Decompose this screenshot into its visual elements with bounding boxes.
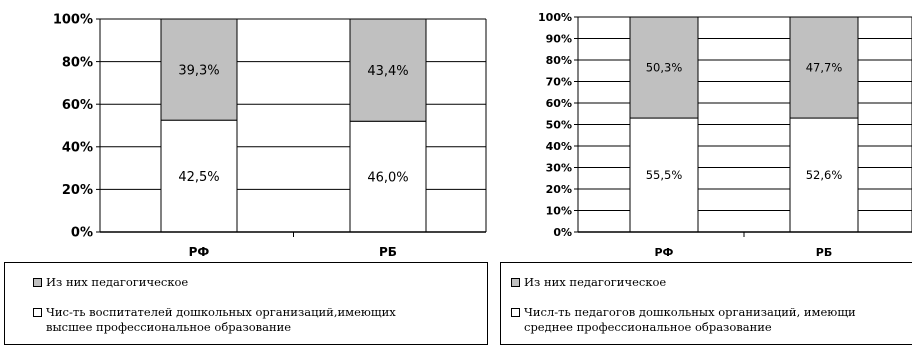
data-label: 55,5% xyxy=(646,168,683,182)
y-tick-label: 40% xyxy=(62,140,93,155)
legend-item-total: Чис-ть воспитателей дошкольных организац… xyxy=(33,305,487,335)
legend-swatch-total xyxy=(33,308,42,317)
legend-label-total: Числ-ть педагогов дошкольных организаций… xyxy=(524,305,856,334)
data-label: 46,0% xyxy=(367,170,408,185)
x-tick-label: РФ xyxy=(655,246,674,259)
legend-swatch-ped xyxy=(511,278,520,287)
legend-label-ped: Из них педагогическое xyxy=(46,275,189,289)
data-label: 50,3% xyxy=(646,61,683,75)
legend-item-ped: Из них педагогическое xyxy=(511,275,912,290)
y-tick-label: 80% xyxy=(546,54,572,67)
x-tick-label: РФ xyxy=(189,245,210,259)
y-tick-label: 30% xyxy=(546,161,572,174)
legend-label-total: Чис-ть воспитателей дошкольных организац… xyxy=(46,305,396,334)
bar-segment-total xyxy=(629,117,699,233)
legend-item-ped: Из них педагогическое xyxy=(33,275,487,290)
legend-swatch-ped xyxy=(33,278,42,287)
legend-swatch-total xyxy=(511,308,520,317)
y-tick-label: 20% xyxy=(546,183,572,196)
bar-segment-ped xyxy=(789,16,859,119)
x-tick-label: РБ xyxy=(816,246,832,259)
data-label: 42,5% xyxy=(178,170,219,185)
bar-segment-total xyxy=(160,119,238,233)
legend-left: Из них педагогическое Чис-ть воспитателе… xyxy=(4,262,488,345)
bar-segment-ped xyxy=(629,16,699,119)
x-tick-label: РБ xyxy=(379,245,397,259)
y-tick-label: 0% xyxy=(553,226,572,239)
data-label: 39,3% xyxy=(178,63,219,78)
y-tick-label: 90% xyxy=(546,32,572,45)
legend-item-total: Числ-ть педагогов дошкольных организаций… xyxy=(511,305,912,335)
y-tick-label: 40% xyxy=(546,140,572,153)
y-tick-label: 0% xyxy=(71,226,93,241)
y-tick-label: 60% xyxy=(62,98,93,113)
y-tick-label: 20% xyxy=(62,183,93,198)
y-tick-label: 70% xyxy=(546,75,572,88)
chart-right: 0% 10% 20% 30% 40% 50% 60% 70% 80% 90% 100% 55,5% 50… xyxy=(538,11,912,259)
bar-segment-ped xyxy=(160,18,238,121)
chart-left: 0% 20% 40% 60% 80% 100% 42,5% 39,3% РФ 46,0% 43,4%… xyxy=(53,13,487,259)
legend-right: Из них педагогическое Числ-ть педагогов … xyxy=(500,262,912,345)
data-label: 43,4% xyxy=(367,64,408,79)
bar-segment-ped xyxy=(349,18,427,122)
y-tick-label: 100% xyxy=(538,11,572,24)
bar-segment-total xyxy=(349,120,427,233)
y-tick-label: 60% xyxy=(546,97,572,110)
y-tick-label: 80% xyxy=(62,55,93,70)
data-label: 52,6% xyxy=(806,168,843,182)
y-tick-label: 100% xyxy=(53,13,93,28)
data-label: 47,7% xyxy=(806,61,843,75)
charts-canvas: 0% 20% 40% 60% 80% 100% 42,5% 39,3% РФ 46,0% 43,4%… xyxy=(53,11,912,259)
y-tick-label: 50% xyxy=(546,118,572,131)
y-tick-label: 10% xyxy=(546,204,572,217)
legend-label-ped: Из них педагогическое xyxy=(524,275,667,289)
